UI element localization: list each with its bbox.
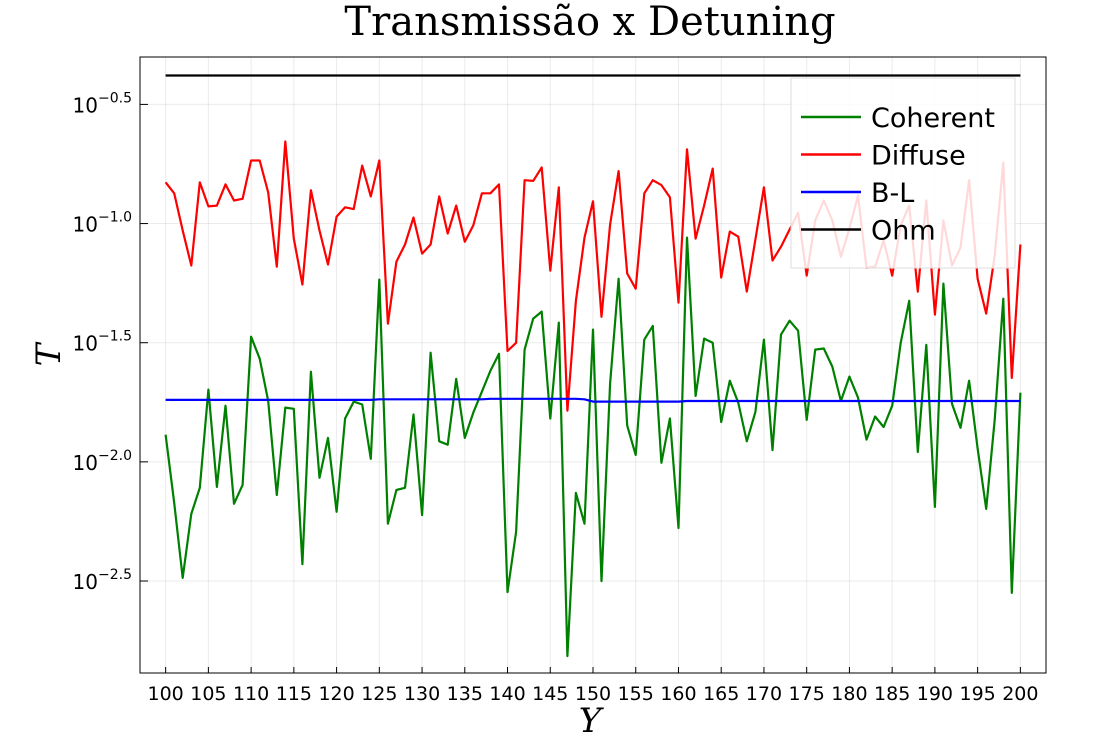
legend-box [790,77,1016,269]
x-tick-label: 195 [959,683,995,705]
x-axis-label: Y [579,701,605,741]
x-tick-label: 130 [404,683,440,705]
x-tick-label: 120 [318,683,354,705]
x-tick-label: 175 [789,683,825,705]
y-tick-label: 10−2.5 [73,567,132,594]
x-tick-label: 180 [831,683,867,705]
x-tick-label: 115 [276,683,312,705]
x-tick-label: 150 [575,683,611,705]
x-tick-label: 160 [660,683,696,705]
legend-label: Diffuse [871,141,966,172]
y-tick-label: 10−1.5 [73,329,132,356]
x-tick-label: 105 [190,683,226,705]
y-tick-label: 10−1.0 [73,210,132,237]
x-tick-label: 155 [618,683,654,705]
y-tick-label: 10−2.0 [73,448,132,475]
x-tick-label: 165 [703,683,739,705]
legend-label: B-L [871,178,914,209]
series-line [164,236,1022,658]
x-tick-label: 135 [447,683,483,705]
x-tick-label: 110 [233,683,269,705]
x-tick-label: 185 [874,683,910,705]
legend-label: Ohm [871,216,936,247]
x-tick-label: 145 [532,683,568,705]
legend-label: Coherent [871,103,995,134]
x-tick-label: 100 [148,683,184,705]
series-line [165,397,1021,403]
plot-frame [139,56,1047,674]
y-axis-label: T [29,341,69,366]
x-tick-label: 190 [917,683,953,705]
x-tick-label: 125 [361,683,397,705]
chart-title: Transmissão x Detuning [344,0,835,45]
x-tick-label: 140 [489,683,525,705]
x-tick-label: 200 [1002,683,1038,705]
y-tick-label: 10−0.5 [73,90,132,117]
x-tick-label: 170 [746,683,782,705]
